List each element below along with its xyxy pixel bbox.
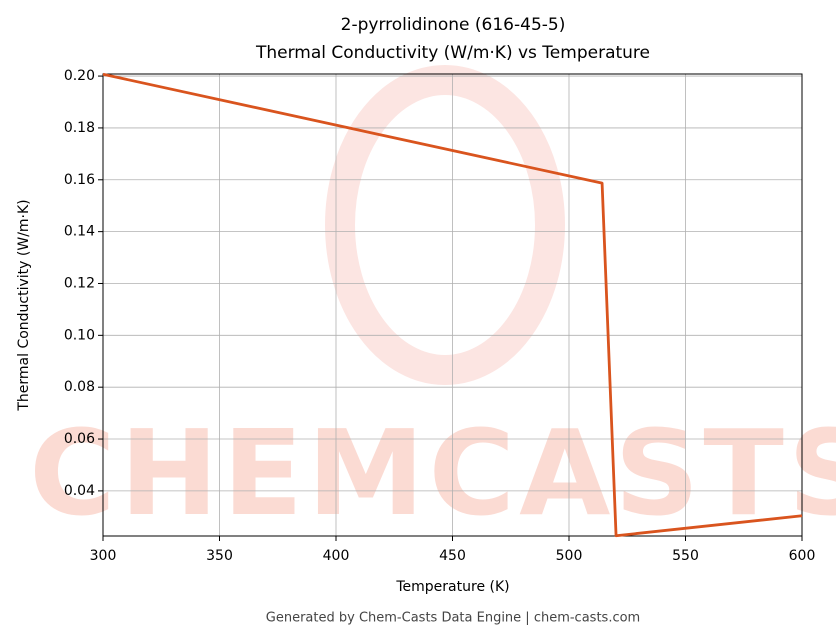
y-tick-label: 0.20: [64, 68, 95, 84]
x-tick-label: 500: [556, 548, 583, 564]
y-tick-label: 0.08: [64, 379, 95, 395]
y-tick-label: 0.12: [64, 275, 95, 291]
y-tick-label: 0.06: [64, 431, 95, 447]
watermark-ring: [325, 65, 565, 385]
y-tick-label: 0.16: [64, 172, 95, 188]
y-tick-label: 0.18: [64, 120, 95, 136]
x-axis-label: Temperature (K): [395, 579, 509, 595]
x-tick-label: 450: [439, 548, 466, 564]
x-tick-label: 600: [789, 548, 816, 564]
y-tick-label: 0.04: [64, 483, 95, 499]
plot-frame: [102, 73, 803, 537]
x-tick-label: 400: [323, 548, 350, 564]
data-line: [102, 72, 803, 538]
y-tick-label: 0.10: [64, 327, 95, 343]
x-tick-label: 350: [206, 548, 233, 564]
x-tick-label: 550: [672, 548, 699, 564]
watermark-logo: [325, 65, 565, 385]
chart-subtitle: Thermal Conductivity (W/m·K) vs Temperat…: [255, 43, 650, 63]
footer: Generated by Chem-Casts Data Engine | ch…: [266, 611, 640, 626]
y-axis-label: Thermal Conductivity (W/m·K): [16, 199, 32, 411]
x-tick-label: 300: [90, 548, 117, 564]
chart-title: 2-pyrrolidinone (616-45-5): [341, 15, 566, 35]
y-tick-label: 0.14: [64, 224, 95, 240]
watermark: CHEMCASTS: [29, 404, 836, 542]
